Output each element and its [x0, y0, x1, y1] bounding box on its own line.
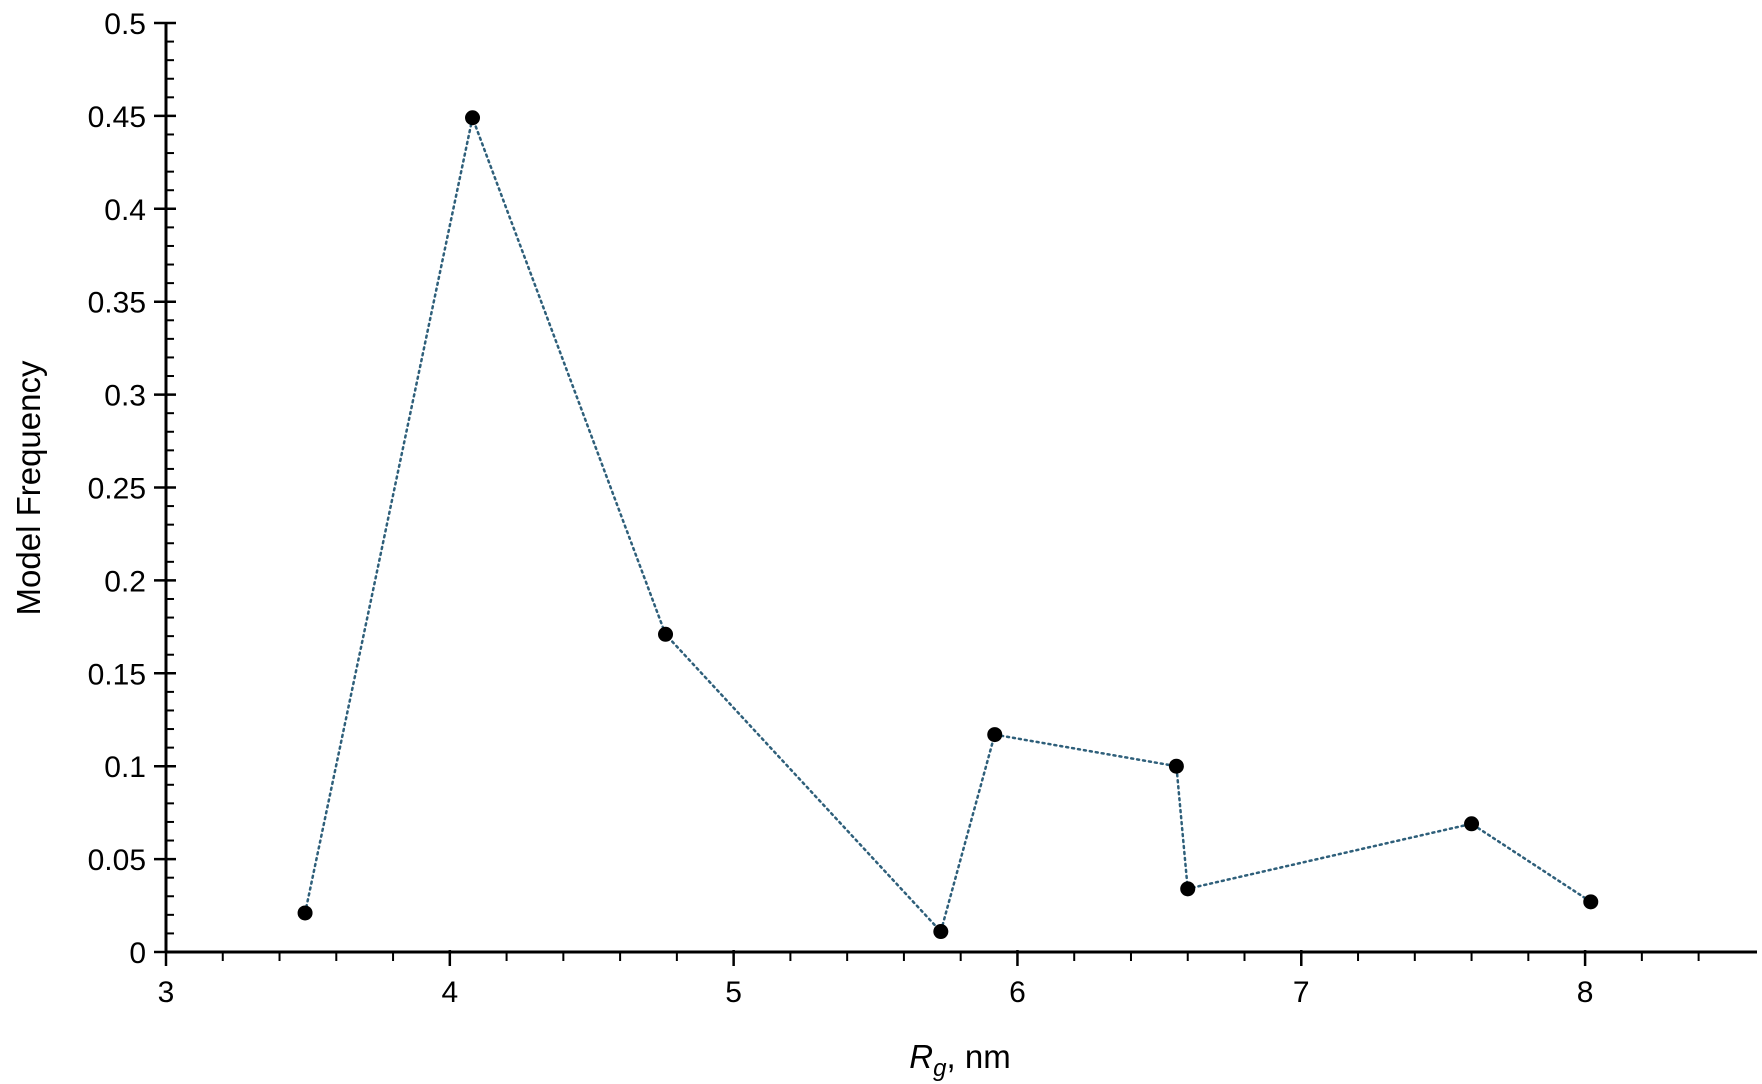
x-tick-label: 3	[158, 976, 175, 1009]
x-axis-title-suffix: , nm	[947, 1038, 1011, 1075]
data-point	[987, 727, 1003, 743]
x-axis-title-subscript: g	[933, 1055, 947, 1082]
x-tick-label: 4	[441, 976, 458, 1009]
y-tick-label: 0.25	[88, 473, 146, 506]
y-tick-label: 0.15	[88, 658, 146, 691]
x-axis: 3 4 5 6 7 8	[158, 950, 1757, 1009]
y-tick-label: 0.2	[104, 565, 146, 598]
y-tick-label: 0.3	[104, 380, 146, 413]
series-line-path	[303, 113, 1593, 935]
series-line	[303, 113, 1593, 935]
data-point	[297, 905, 313, 921]
data-point	[1464, 816, 1480, 832]
y-tick-label: 0.4	[104, 194, 146, 227]
data-point	[1180, 881, 1196, 897]
y-tick-label: 0.45	[88, 101, 146, 134]
y-axis-title: Model Frequency	[10, 360, 47, 615]
data-point	[933, 924, 949, 940]
y-tick-label: 0.1	[104, 751, 146, 784]
data-point	[658, 626, 674, 642]
y-tick-label: 0.35	[88, 287, 146, 320]
x-tick-label: 6	[1009, 976, 1026, 1009]
x-tick-label: 8	[1577, 976, 1594, 1009]
x-axis-title: Rg, nm	[909, 1038, 1010, 1082]
data-markers	[297, 110, 1599, 940]
data-point	[1168, 758, 1184, 774]
y-tick-label: 0.5	[104, 8, 146, 41]
y-tick-label: 0	[129, 937, 146, 970]
x-axis-title-symbol: R	[909, 1038, 933, 1075]
x-tick-label: 7	[1293, 976, 1310, 1009]
data-point	[465, 110, 481, 126]
y-tick-label: 0.05	[88, 844, 146, 877]
data-point	[1583, 894, 1599, 910]
y-axis: 0 0.05 0.1 0.15 0.2 0.25 0.3 0.35 0.4 0.45 0.5	[88, 8, 176, 970]
x-tick-label: 5	[725, 976, 742, 1009]
